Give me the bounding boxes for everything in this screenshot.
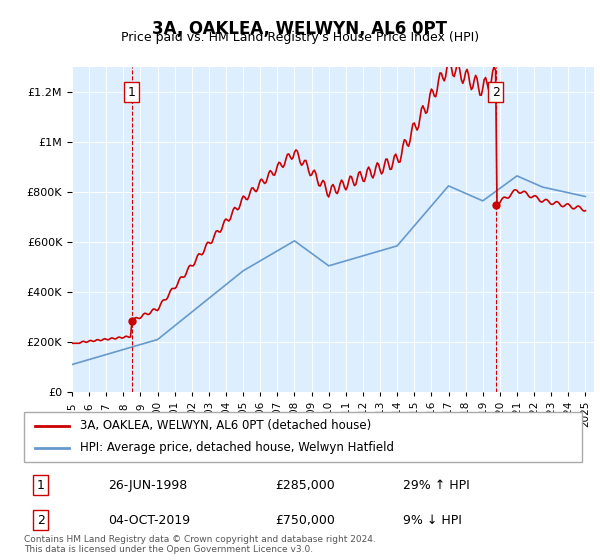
Text: £285,000: £285,000	[275, 479, 335, 492]
Text: 2: 2	[492, 86, 500, 99]
Text: Contains HM Land Registry data © Crown copyright and database right 2024.
This d: Contains HM Land Registry data © Crown c…	[24, 535, 376, 554]
Text: 26-JUN-1998: 26-JUN-1998	[108, 479, 187, 492]
Text: Price paid vs. HM Land Registry's House Price Index (HPI): Price paid vs. HM Land Registry's House …	[121, 31, 479, 44]
Text: HPI: Average price, detached house, Welwyn Hatfield: HPI: Average price, detached house, Welw…	[80, 441, 394, 454]
Text: 3A, OAKLEA, WELWYN, AL6 0PT: 3A, OAKLEA, WELWYN, AL6 0PT	[152, 20, 448, 38]
Text: 29% ↑ HPI: 29% ↑ HPI	[403, 479, 470, 492]
FancyBboxPatch shape	[24, 412, 582, 462]
Text: 1: 1	[128, 86, 136, 99]
Text: 04-OCT-2019: 04-OCT-2019	[108, 514, 190, 526]
Text: 9% ↓ HPI: 9% ↓ HPI	[403, 514, 463, 526]
Text: 3A, OAKLEA, WELWYN, AL6 0PT (detached house): 3A, OAKLEA, WELWYN, AL6 0PT (detached ho…	[80, 419, 371, 432]
Text: 1: 1	[37, 479, 44, 492]
Text: 2: 2	[37, 514, 44, 526]
Text: £750,000: £750,000	[275, 514, 335, 526]
